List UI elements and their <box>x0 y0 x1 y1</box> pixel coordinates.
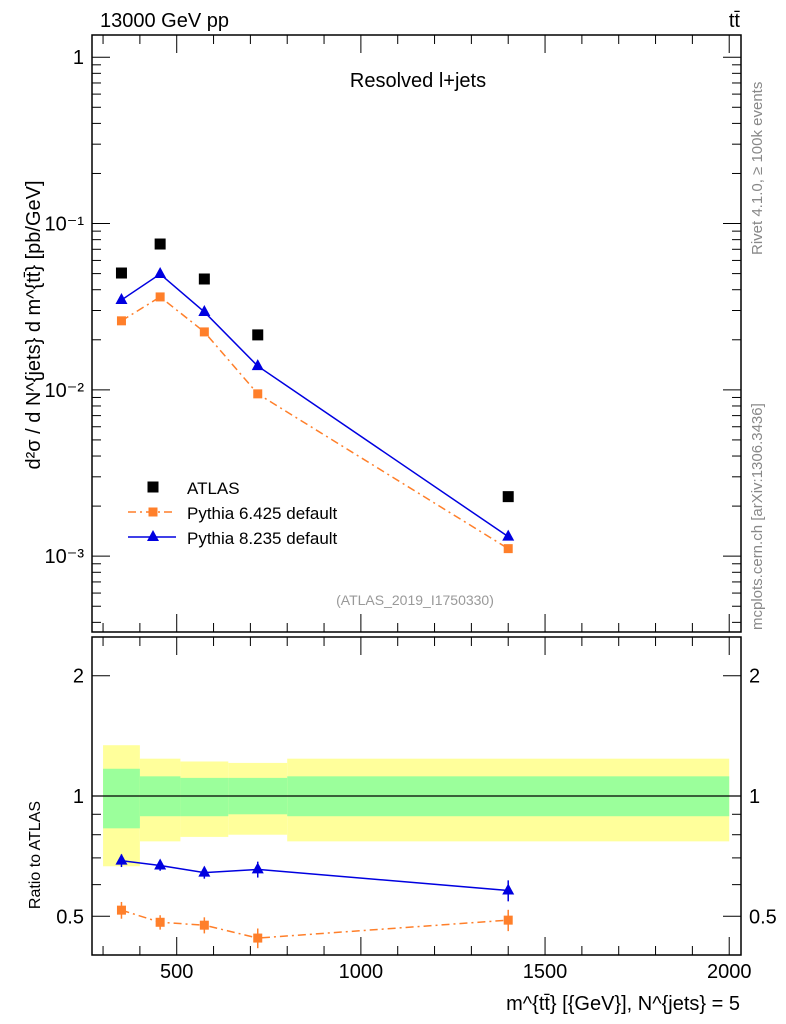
ratio-band-inner <box>103 768 140 829</box>
data-point <box>199 327 209 337</box>
plot-title: Resolved l+jets <box>350 70 486 92</box>
ratio-point <box>116 905 126 915</box>
x-tick-label: 1000 <box>339 961 384 983</box>
side-text-bottom: mcplots.cern.ch [arXiv:1306.3436] <box>749 403 766 630</box>
x-tick-label: 1500 <box>523 961 568 983</box>
data-point <box>503 544 513 554</box>
ratio-point <box>253 933 263 943</box>
data-point <box>116 316 126 326</box>
data-point <box>115 267 127 279</box>
y-axis-label: d²σ / d N^{jets} d m^{tt̄} [pb/GeV] <box>23 180 45 469</box>
data-point <box>198 304 211 316</box>
y-tick-label: 10⁻¹ <box>45 214 85 236</box>
series-line <box>121 296 509 550</box>
side-text-top: Rivet 4.1.0, ≥ 100k events <box>749 82 766 255</box>
legend-label: Pythia 6.425 default <box>187 504 338 523</box>
ratio-y-tick-label: 0.5 <box>749 906 777 928</box>
legend-label: Pythia 8.235 default <box>187 529 338 548</box>
data-point <box>154 238 166 250</box>
ratio-y-tick-label: 1 <box>749 786 760 808</box>
legend-marker <box>148 507 158 517</box>
data-point <box>198 273 210 285</box>
ratio-point <box>503 915 513 925</box>
header-right: tt̄ <box>729 10 741 32</box>
data-point <box>154 267 167 279</box>
legend-label: ATLAS <box>187 479 240 498</box>
main-frame <box>91 34 742 633</box>
ratio-point <box>502 883 515 895</box>
data-point <box>155 292 165 302</box>
ratio-line <box>121 909 509 939</box>
ratio-y-tick-label: 0.5 <box>56 906 84 928</box>
ratio-band-inner <box>180 777 229 817</box>
ratio-y-tick-label: 1 <box>73 786 84 808</box>
ratio-y-tick-label: 2 <box>749 666 760 688</box>
data-point <box>502 529 515 541</box>
data-point <box>115 292 128 304</box>
ratio-line <box>121 859 509 892</box>
ratio-point <box>198 865 211 877</box>
ratio-y-tick-label: 2 <box>73 666 84 688</box>
ratio-point <box>154 858 167 870</box>
x-axis-label: m^{tt̄} [{GeV}], N^{jets} = 5 <box>506 993 740 1015</box>
ratio-point <box>155 917 165 927</box>
y-tick-label: 10⁻³ <box>45 546 85 568</box>
series-line <box>121 273 509 538</box>
x-tick-label: 2000 <box>707 961 752 983</box>
header-left: 13000 GeV pp <box>100 10 229 32</box>
ratio-y-axis-label: Ratio to ATLAS <box>27 801 44 909</box>
ratio-point <box>199 920 209 930</box>
legend-marker <box>147 481 159 493</box>
data-point <box>252 329 264 341</box>
legend: ATLAS Pythia 6.425 default Pythia 8.235 de… <box>128 479 338 548</box>
legend-marker <box>147 530 159 541</box>
x-tick-label: 500 <box>160 961 193 983</box>
ratio-point <box>115 853 128 865</box>
watermark: (ATLAS_2019_I1750330) <box>336 592 494 608</box>
y-tick-label: 10⁻² <box>45 380 85 402</box>
data-point <box>251 359 264 371</box>
data-point <box>502 491 514 503</box>
y-tick-label: 1 <box>73 47 84 69</box>
ratio-point <box>251 862 264 874</box>
data-point <box>253 389 263 399</box>
